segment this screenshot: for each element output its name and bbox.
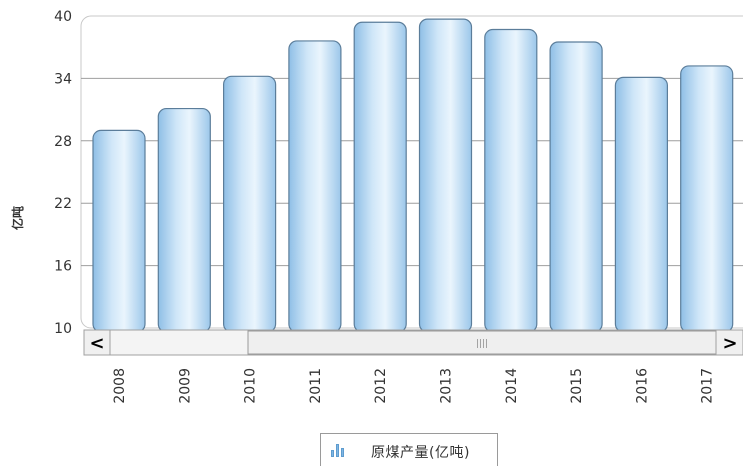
bars (92, 18, 734, 333)
y-tick-label: 16 (54, 259, 72, 275)
x-tick-label: 2009 (177, 368, 193, 404)
scroll-left-arrow-icon: < (89, 333, 104, 354)
x-tick-label: 2010 (243, 368, 259, 404)
bar-2009[interactable] (157, 107, 211, 333)
scroll-right-arrow-icon: > (722, 333, 737, 354)
x-tick-label: 2016 (634, 368, 650, 404)
bar-2011[interactable] (288, 40, 342, 333)
bar-2014[interactable] (484, 28, 538, 333)
legend[interactable]: 原煤产量(亿吨) (320, 433, 498, 466)
x-tick-label: 2014 (504, 368, 520, 404)
bar-2008[interactable] (92, 129, 146, 333)
scrollbar-grip-icon: |||| (476, 339, 488, 349)
y-tick-label: 22 (54, 196, 72, 212)
x-tick-label: 2011 (308, 368, 324, 404)
x-tick-label: 2015 (569, 368, 585, 404)
y-axis-label: 亿吨 (10, 206, 25, 230)
scroll-left-button[interactable] (83, 329, 111, 356)
bar-chart-icon (331, 443, 345, 457)
legend-label: 原煤产量(亿吨) (371, 445, 470, 461)
horizontal-scrollbar[interactable]: < |||| > (83, 329, 743, 356)
x-tick-label: 2012 (373, 368, 389, 404)
bar-2015[interactable] (549, 41, 603, 333)
x-tick-label: 2008 (112, 368, 128, 404)
x-tick-label: 2013 (439, 368, 455, 404)
x-axis-ticks: 2008 2009 2010 2011 2012 2013 2014 2015 2016 2017 (112, 368, 716, 404)
bar-2010[interactable] (223, 75, 277, 333)
y-axis-ticks: 10 16 22 28 34 40 (54, 9, 72, 337)
y-tick-label: 40 (54, 9, 72, 25)
y-tick-label: 34 (54, 71, 72, 87)
y-tick-label: 10 (54, 321, 72, 337)
bar-2016[interactable] (614, 76, 669, 333)
y-tick-label: 28 (54, 134, 72, 150)
scroll-right-button[interactable] (715, 329, 743, 356)
x-tick-label: 2017 (700, 368, 716, 404)
bar-2017[interactable] (680, 65, 734, 333)
bar-2013[interactable] (418, 18, 473, 333)
bar-2012[interactable] (353, 21, 407, 333)
